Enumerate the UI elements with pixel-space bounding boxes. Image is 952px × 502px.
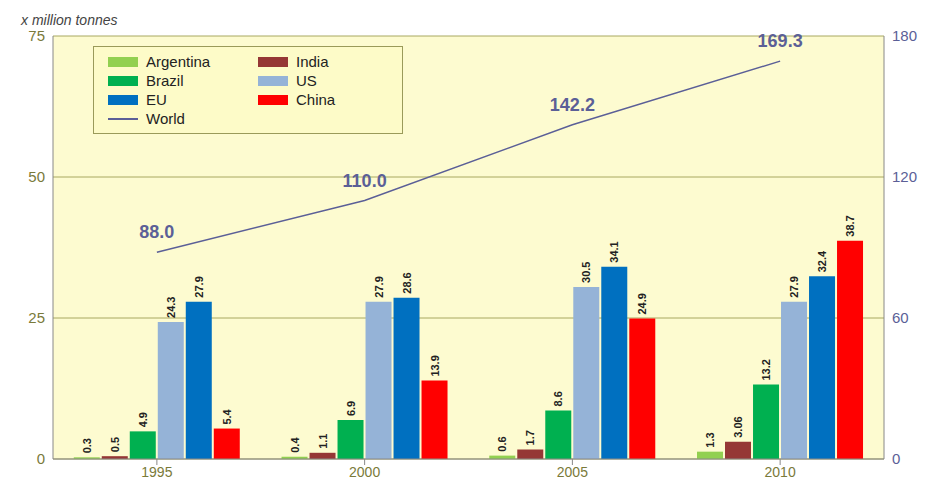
- svg-text:60: 60: [892, 309, 909, 326]
- svg-text:1.7: 1.7: [524, 430, 536, 445]
- svg-text:142.2: 142.2: [550, 95, 595, 115]
- svg-text:2010: 2010: [765, 464, 796, 480]
- svg-text:0.6: 0.6: [496, 436, 508, 451]
- svg-text:27.9: 27.9: [788, 276, 800, 297]
- svg-text:6.9: 6.9: [345, 401, 357, 416]
- html-text:x million tonnes: x million tonnes: [21, 12, 118, 28]
- svg-text:24.3: 24.3: [165, 297, 177, 318]
- svg-text:25: 25: [28, 309, 45, 326]
- svg-text:32.4: 32.4: [816, 250, 828, 272]
- svg-text:1.3: 1.3: [704, 432, 716, 447]
- svg-text:13.9: 13.9: [429, 355, 441, 376]
- svg-text:27.9: 27.9: [373, 276, 385, 297]
- svg-text:0: 0: [37, 450, 45, 467]
- html-text:India: India: [296, 53, 329, 70]
- svg-text:34.1: 34.1: [608, 241, 620, 262]
- svg-text:0.3: 0.3: [81, 438, 93, 453]
- svg-text:28.6: 28.6: [401, 272, 413, 293]
- svg-text:0.5: 0.5: [109, 437, 121, 452]
- svg-text:169.3: 169.3: [758, 31, 803, 51]
- svg-text:1995: 1995: [141, 464, 172, 480]
- svg-text:50: 50: [28, 168, 45, 185]
- svg-text:8.6: 8.6: [552, 391, 564, 406]
- svg-text:2000: 2000: [349, 464, 380, 480]
- svg-text:120: 120: [892, 168, 917, 185]
- svg-text:3.06: 3.06: [732, 416, 744, 437]
- svg-text:5.4: 5.4: [221, 408, 233, 424]
- html-text:World: World: [146, 110, 185, 127]
- svg-text:38.7: 38.7: [844, 215, 856, 236]
- svg-text:0: 0: [892, 450, 900, 467]
- svg-text:88.0: 88.0: [139, 222, 174, 242]
- svg-text:1.1: 1.1: [317, 433, 329, 448]
- html-text:China: China: [296, 91, 336, 108]
- svg-text:4.9: 4.9: [137, 412, 149, 427]
- svg-text:13.2: 13.2: [760, 359, 772, 380]
- svg-text:24.9: 24.9: [636, 293, 648, 314]
- svg-text:27.9: 27.9: [193, 276, 205, 297]
- html-text:Brazil: Brazil: [146, 72, 184, 89]
- svg-text:2005: 2005: [557, 464, 588, 480]
- svg-text:0.4: 0.4: [289, 437, 301, 453]
- html-text:Argentina: Argentina: [146, 53, 211, 70]
- svg-text:110.0: 110.0: [343, 171, 387, 191]
- html-text:EU: EU: [146, 91, 167, 108]
- svg-text:180: 180: [892, 27, 917, 44]
- svg-text:75: 75: [28, 27, 45, 44]
- svg-text:30.5: 30.5: [580, 262, 592, 283]
- html-text:US: US: [296, 72, 317, 89]
